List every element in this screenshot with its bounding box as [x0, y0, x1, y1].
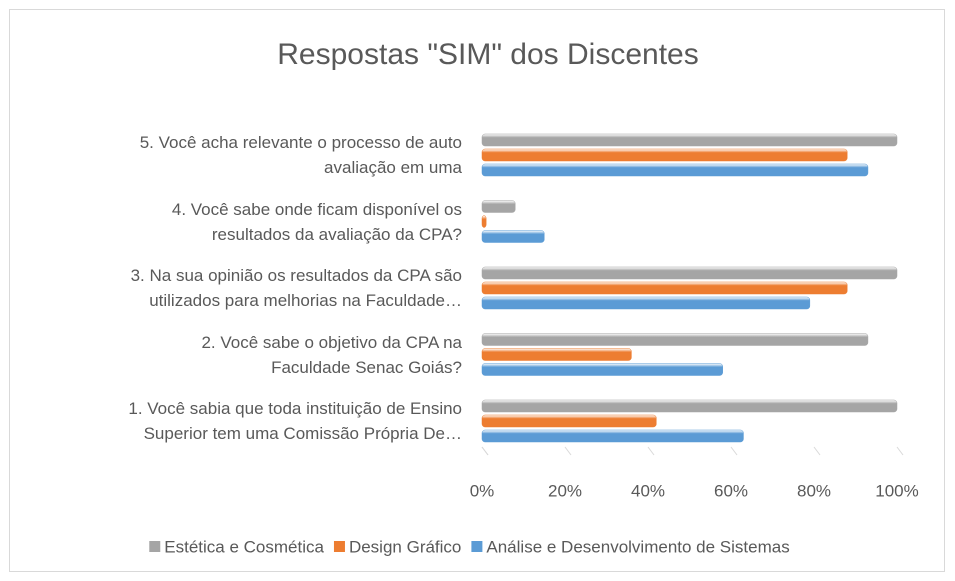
- bar: [481, 399, 898, 413]
- bar: [481, 429, 744, 443]
- bar: [481, 163, 869, 177]
- legend-label: Análise e Desenvolvimento de Sistemas: [486, 537, 789, 556]
- x-tick-label: 80%: [797, 481, 831, 500]
- bar: [481, 133, 898, 147]
- x-tick: [896, 446, 904, 456]
- legend-swatch: [333, 541, 345, 552]
- y-tick-label: 2. Você sabe o objetivo da CPA na Faculd…: [201, 332, 462, 377]
- bar: [481, 296, 811, 310]
- x-tick: [564, 446, 572, 456]
- y-tick-label: 4. Você sabe onde ficam disponível os re…: [171, 199, 462, 244]
- bar: [481, 414, 657, 428]
- bar: [481, 148, 848, 162]
- bar: [481, 200, 516, 213]
- y-tick-label: 5. Você acha relevante o processo de aut…: [139, 133, 462, 177]
- x-tick: [813, 446, 821, 456]
- y-tick-label: 1. Você sabia que toda instituição de En…: [128, 399, 462, 443]
- x-tick-label: 0%: [470, 481, 495, 500]
- legend-label: Estética e Cosmética: [164, 537, 324, 556]
- bar: [481, 281, 848, 295]
- x-tick: [647, 446, 655, 456]
- x-tick: [730, 446, 738, 456]
- bar: [481, 230, 545, 243]
- bar: [481, 215, 487, 228]
- bar: [481, 348, 632, 361]
- axis-floor: [481, 446, 489, 456]
- y-tick-label: 3. Na sua opinião os resultados da CPA s…: [130, 266, 462, 310]
- legend-swatch: [149, 541, 161, 552]
- legend-label: Design Gráfico: [349, 537, 461, 556]
- x-tick-label: 100%: [875, 481, 918, 500]
- bar: [481, 363, 723, 376]
- x-tick-label: 60%: [714, 481, 748, 500]
- x-tick-label: 20%: [548, 481, 582, 500]
- x-tick-label: 40%: [631, 481, 665, 500]
- bar: [481, 333, 869, 346]
- bar: [481, 266, 898, 280]
- chart-title: Respostas "SIM" dos Discentes: [277, 38, 698, 71]
- legend-swatch: [471, 541, 483, 552]
